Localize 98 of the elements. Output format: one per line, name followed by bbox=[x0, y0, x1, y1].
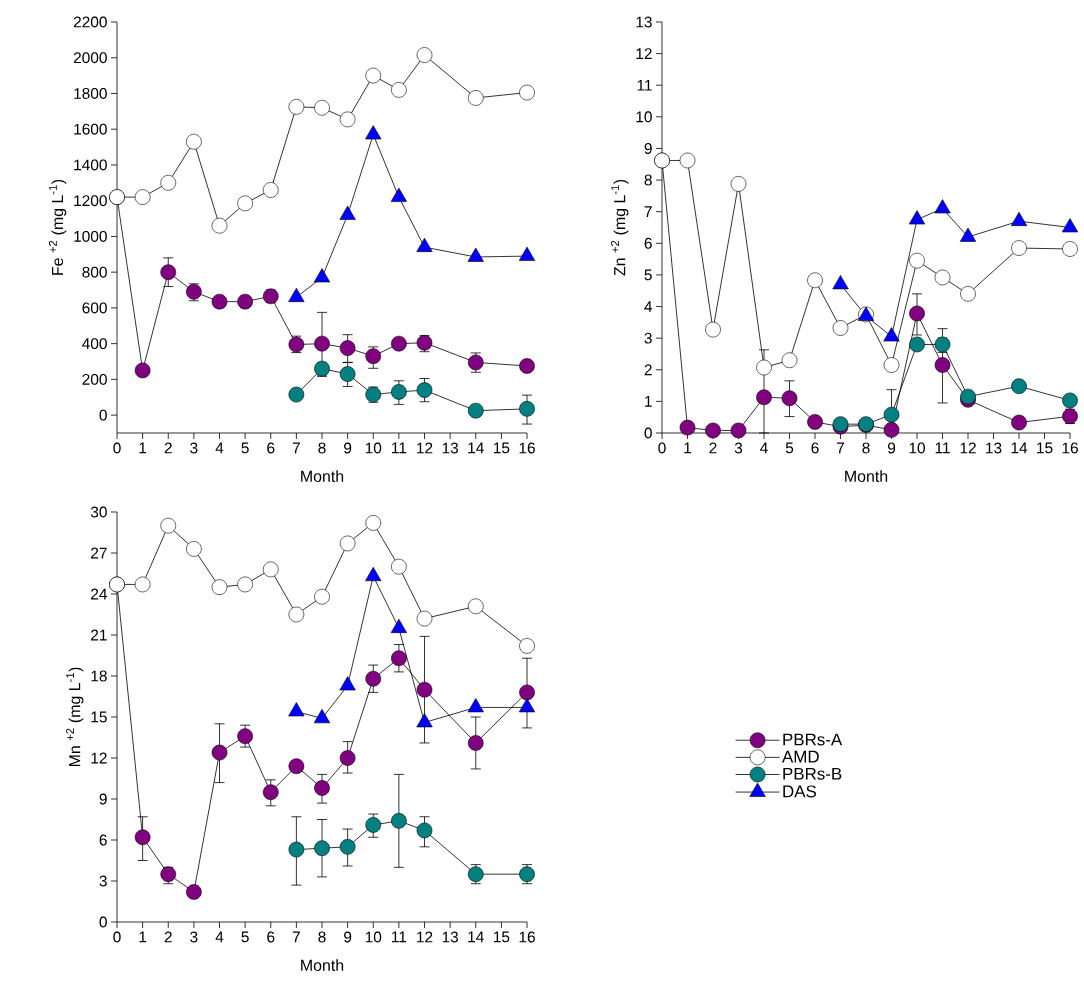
x-tick-label: 16 bbox=[519, 931, 535, 943]
x-tick-label: 9 bbox=[887, 442, 896, 454]
y-tick-label: 2000 bbox=[73, 52, 107, 64]
x-tick-label: 8 bbox=[318, 931, 326, 943]
legend-label: PBRs-B bbox=[783, 767, 842, 780]
x-tick-label: 2 bbox=[709, 442, 717, 454]
x-tick-label: 12 bbox=[417, 442, 433, 454]
y-tick-label: 6 bbox=[644, 237, 652, 249]
x-tick-label: 6 bbox=[267, 442, 275, 454]
y-tick-label: 18 bbox=[91, 670, 107, 682]
x-tick-label: 15 bbox=[493, 931, 510, 943]
x-tick-label: 10 bbox=[365, 442, 382, 454]
x-tick-label: 11 bbox=[392, 931, 407, 943]
y-tick-label: 1400 bbox=[74, 159, 107, 171]
x-tick-label: 5 bbox=[241, 442, 249, 454]
x-tick-label: 2 bbox=[164, 931, 172, 943]
y-tick-label: 12 bbox=[636, 48, 652, 59]
y-tick-label: 21 bbox=[91, 629, 107, 641]
x-tick-label: 4 bbox=[215, 931, 224, 943]
x-tick-label: 5 bbox=[785, 442, 794, 454]
x-tick-label: 3 bbox=[190, 931, 198, 943]
x-tick-label: 11 bbox=[935, 442, 950, 454]
x-tick-label: 13 bbox=[442, 442, 459, 454]
y-tick-label: 1200 bbox=[74, 195, 107, 207]
y-tick-label: 8 bbox=[644, 174, 652, 186]
legend-label: AMD bbox=[782, 750, 819, 763]
x-tick-label: 12 bbox=[960, 442, 976, 454]
x-tick-label: 2 bbox=[164, 442, 172, 454]
x-tick-label: 16 bbox=[519, 442, 535, 454]
y-tick-label: 10 bbox=[636, 111, 652, 123]
y-tick-label: 200 bbox=[82, 373, 107, 385]
y-tick-label: 1800 bbox=[74, 88, 107, 99]
y-tick-label: 9 bbox=[644, 142, 652, 154]
y-axis-title: Zn $^{+2}$ (mg L$^{-1}$) bbox=[611, 179, 629, 276]
y-tick-label: 0 bbox=[99, 916, 107, 928]
x-tick-label: 10 bbox=[909, 442, 925, 454]
legend-label: DAS bbox=[783, 785, 817, 798]
legend-label: PBRs-A bbox=[783, 733, 843, 746]
x-tick-label: 1 bbox=[139, 931, 147, 943]
x-tick-label: 16 bbox=[1062, 442, 1078, 454]
x-tick-label: 0 bbox=[658, 442, 666, 454]
x-tick-label: 7 bbox=[837, 442, 845, 454]
x-tick-label: 8 bbox=[862, 442, 870, 454]
y-tick-label: 600 bbox=[82, 302, 107, 314]
y-tick-label: 27 bbox=[91, 547, 107, 559]
y-tick-label: 30 bbox=[90, 506, 107, 518]
y-axis-title: Mn $^{+2}$ (mg L$^{-1}$) bbox=[66, 667, 84, 767]
x-axis-title: Month bbox=[301, 959, 344, 971]
x-tick-label: 14 bbox=[468, 442, 484, 454]
y-tick-label: 13 bbox=[636, 16, 652, 28]
x-tick-label: 14 bbox=[1011, 442, 1028, 454]
x-tick-label: 3 bbox=[734, 442, 743, 454]
y-tick-label: 7 bbox=[644, 206, 652, 217]
x-tick-label: 13 bbox=[986, 442, 1002, 454]
x-tick-label: 12 bbox=[417, 931, 433, 943]
y-tick-label: 12 bbox=[91, 752, 107, 764]
x-tick-label: 6 bbox=[267, 931, 275, 943]
x-tick-label: 4 bbox=[760, 442, 768, 454]
y-tick-label: 1600 bbox=[74, 123, 107, 135]
y-tick-label: 1 bbox=[645, 396, 652, 407]
y-tick-label: 3 bbox=[99, 875, 107, 887]
x-tick-label: 10 bbox=[365, 931, 382, 943]
x-tick-label: 11 bbox=[392, 442, 407, 454]
y-tick-label: 0 bbox=[644, 427, 652, 439]
x-tick-label: 4 bbox=[215, 442, 224, 454]
y-tick-label: 2200 bbox=[73, 16, 107, 28]
x-tick-label: 8 bbox=[318, 442, 326, 454]
x-tick-label: 13 bbox=[442, 931, 459, 943]
x-tick-label: 14 bbox=[468, 931, 484, 943]
y-tick-label: 4 bbox=[644, 301, 653, 312]
x-tick-label: 6 bbox=[811, 442, 819, 454]
y-tick-label: 5 bbox=[644, 269, 652, 281]
x-tick-label: 15 bbox=[1037, 442, 1053, 454]
x-tick-label: 9 bbox=[344, 931, 352, 943]
y-tick-label: 6 bbox=[99, 834, 107, 846]
y-tick-label: 24 bbox=[91, 588, 108, 600]
x-tick-label: 9 bbox=[344, 442, 352, 454]
x-tick-label: 1 bbox=[684, 442, 692, 454]
y-tick-label: 800 bbox=[82, 266, 107, 278]
y-tick-label: 3 bbox=[644, 332, 652, 344]
x-axis-title: Month bbox=[845, 470, 888, 482]
x-tick-label: 0 bbox=[113, 442, 121, 454]
y-tick-label: 1000 bbox=[74, 230, 107, 242]
y-tick-label: 9 bbox=[99, 793, 107, 805]
y-tick-label: 400 bbox=[82, 338, 107, 350]
x-tick-label: 15 bbox=[493, 442, 510, 454]
x-tick-label: 5 bbox=[241, 931, 249, 943]
x-tick-label: 7 bbox=[292, 931, 300, 943]
y-axis-title: Fe $^{+2}$ (mg L$^{-1}$) bbox=[48, 179, 67, 275]
x-tick-label: 7 bbox=[292, 442, 300, 454]
y-tick-label: 2 bbox=[644, 364, 652, 376]
x-tick-label: 1 bbox=[139, 442, 147, 454]
x-tick-label: 3 bbox=[190, 442, 198, 454]
y-tick-label: 0 bbox=[99, 409, 107, 421]
y-tick-label: 15 bbox=[91, 711, 107, 723]
x-tick-label: 0 bbox=[113, 931, 121, 943]
y-tick-label: 11 bbox=[637, 79, 652, 91]
x-axis-title: Month bbox=[301, 470, 344, 482]
